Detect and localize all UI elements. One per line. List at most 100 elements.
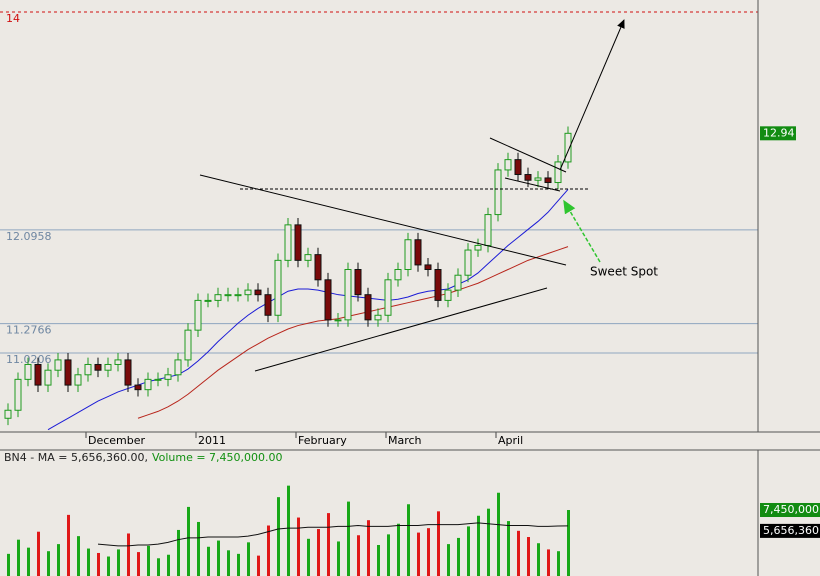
volume-bar	[247, 542, 250, 576]
volume-bar	[177, 529, 180, 576]
volume-bar	[47, 551, 50, 576]
candle-body	[354, 268, 362, 296]
last-price-label: 12.94	[763, 126, 795, 139]
candle-body	[114, 359, 122, 365]
volume-bar	[307, 538, 310, 576]
candle-body	[514, 159, 522, 176]
candle-body	[524, 174, 532, 181]
last-value-box	[760, 503, 820, 518]
trend-line	[199, 174, 567, 266]
volume-bar	[407, 504, 410, 576]
candle-body	[534, 177, 542, 181]
volume-bar	[137, 552, 140, 576]
last-value-label: 7,450,000	[763, 503, 819, 516]
candle-body	[34, 363, 42, 386]
flag-line	[504, 177, 561, 192]
volume-bar	[537, 543, 540, 576]
candle-body	[464, 249, 472, 276]
candle-body	[74, 374, 82, 386]
candle-body	[184, 329, 192, 361]
candle-body	[344, 268, 352, 321]
candle-body	[444, 289, 452, 301]
volume-bar	[127, 533, 130, 576]
volume-title: BN4 - MA = 5,656,360.00,	[4, 451, 148, 464]
annotation: Sweet Spot	[590, 265, 658, 279]
volume-bar	[117, 549, 120, 576]
x-tick-label: March	[388, 434, 422, 447]
volume-bar	[17, 539, 20, 576]
candle-body	[244, 289, 252, 296]
target-arrow	[559, 19, 625, 171]
y-tick-label: 12.0958	[6, 230, 52, 243]
volume-bar	[387, 534, 390, 576]
volume-bar	[357, 535, 360, 576]
candle-body	[24, 363, 32, 380]
candle-body	[314, 254, 322, 281]
last-value-box	[760, 523, 820, 538]
candle-body	[304, 254, 312, 261]
volume-bar	[197, 521, 200, 576]
candle-body	[484, 214, 492, 246]
x-tick-label: April	[498, 434, 523, 447]
candle-body	[274, 259, 282, 316]
candle-body	[144, 378, 152, 391]
candle-body	[44, 369, 52, 386]
volume-bar	[267, 525, 270, 576]
volume-bar	[87, 548, 90, 576]
candle-body	[134, 384, 142, 391]
last-value-label: 5,656,360	[763, 524, 819, 537]
volume-bar	[507, 521, 510, 576]
volume-bar	[147, 545, 150, 576]
candle-body	[544, 177, 552, 184]
volume-bar	[107, 556, 110, 576]
candle-body	[414, 239, 422, 266]
candle-body	[204, 299, 212, 302]
volume-bar	[547, 549, 550, 576]
volume-bar	[487, 508, 490, 576]
volume-bar	[417, 532, 420, 576]
volume-bar	[27, 547, 30, 576]
volume-bar	[517, 530, 520, 576]
candle-body	[294, 224, 302, 261]
candle-body	[154, 378, 162, 381]
y-tick-label: 11.2766	[6, 324, 52, 337]
annotations: Sweet Spot	[199, 19, 658, 372]
candle-body	[124, 359, 132, 386]
volume-bar	[567, 510, 570, 576]
candle-body	[384, 279, 392, 316]
volume-bar	[477, 515, 480, 576]
candle-body	[174, 359, 182, 376]
candle-body	[284, 224, 292, 261]
volume-subtitle: Volume = 7,450,000.00	[152, 451, 283, 464]
volume-bar	[317, 529, 320, 576]
volume-bar	[527, 537, 530, 576]
volume-bar	[97, 552, 100, 576]
candle-body	[14, 378, 22, 411]
x-tick-label: December	[88, 434, 146, 447]
price-panel: 14 12.0958 11.2766 11.0206 December 2011 Febru…	[0, 11, 796, 447]
volume-bar	[397, 523, 400, 576]
candle-body	[94, 363, 102, 371]
volume-bar	[457, 537, 460, 576]
volume-ma	[97, 522, 569, 547]
volume-bar	[297, 517, 300, 576]
volume-bar	[227, 550, 230, 576]
candle-body	[394, 268, 402, 281]
candle-body	[104, 363, 112, 371]
volume-bar	[77, 536, 80, 576]
volume-bar	[7, 553, 10, 576]
volume-bar	[257, 555, 260, 576]
x-tick-label: February	[298, 434, 347, 447]
candle-body	[334, 319, 342, 322]
volume-bar	[277, 497, 280, 576]
volume-bar	[287, 485, 290, 576]
volume-bar	[427, 528, 430, 576]
candle-body	[364, 294, 372, 321]
candle-body	[54, 359, 62, 371]
candle-body	[374, 314, 382, 321]
volume-bar	[367, 520, 370, 576]
candle-body	[434, 268, 442, 301]
last-price-box	[760, 126, 796, 141]
volume-bar	[207, 546, 210, 576]
candle-body	[254, 289, 262, 296]
